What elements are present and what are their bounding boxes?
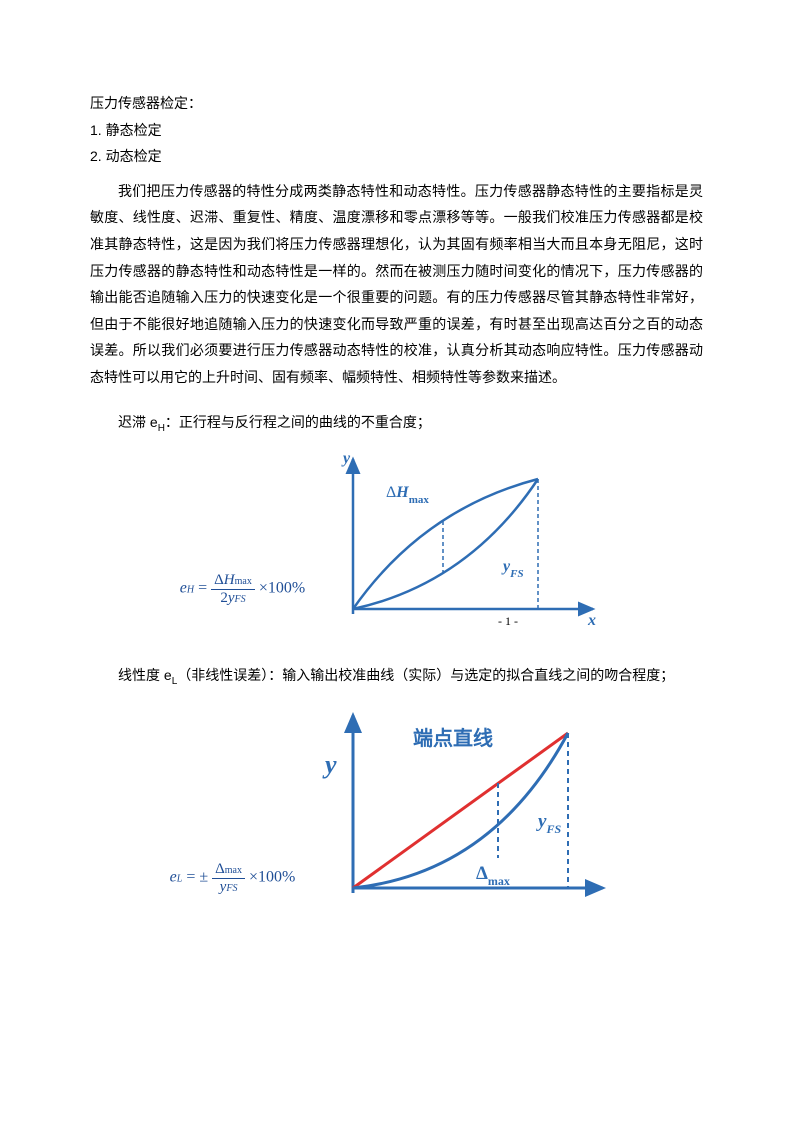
hysteresis-label-post: ：正行程与反行程之间的曲线的不重合度；	[165, 414, 431, 430]
formula-tail-2: ×100%	[245, 869, 295, 886]
num-sub-2: max	[225, 865, 242, 876]
num-delta-2: Δ	[215, 861, 225, 877]
formula-eq: =	[194, 580, 211, 597]
hysteresis-label-sub: H	[158, 422, 165, 433]
den-sub: FS	[235, 594, 246, 605]
title: 压力传感器检定：	[90, 90, 703, 117]
linearity-label-post: （非线性误差）：输入输出校准曲线（实际）与选定的拟合直线之间的吻合程度；	[177, 667, 674, 683]
hysteresis-figure: eH = ΔHmax2yFS ×100% y x ΔHmax yFS - 1 -	[90, 449, 703, 634]
y-axis-label-2: y	[322, 750, 337, 779]
hysteresis-formula: e H = ΔHmax 2yFS ×100%	[180, 572, 305, 634]
den-y: y	[228, 590, 235, 606]
formula-lhs: e	[180, 580, 187, 597]
den-sub-2: FS	[226, 883, 237, 894]
x-axis-label: x	[587, 612, 596, 629]
page-marker: - 1 -	[498, 614, 518, 628]
linearity-figure: eL = ± ΔmaxyFS ×100% y 端点直线 Δmax yFS	[90, 703, 703, 913]
den-2: 2	[220, 590, 228, 606]
formula-fraction: ΔHmax 2yFS	[211, 572, 255, 606]
num-h: H	[224, 572, 235, 588]
linearity-formula: eL = ± ΔmaxyFS ×100%	[170, 861, 296, 913]
formula-tail: ×100%	[255, 580, 305, 597]
hysteresis-chart: y x ΔHmax yFS - 1 -	[313, 449, 613, 634]
y-axis-label: y	[341, 450, 351, 467]
list-item-1: 1. 静态检定	[90, 117, 703, 144]
linearity-label-pre: 线性度 e	[118, 667, 172, 683]
main-paragraph: 我们把压力传感器的特性分成两类静态特性和动态特性。压力传感器静态特性的主要指标是…	[90, 178, 703, 391]
delta-h-label: ΔHmax	[386, 484, 429, 506]
num-sub: max	[235, 576, 252, 587]
hysteresis-upper-curve	[353, 479, 538, 609]
linearity-definition: 线性度 eL（非线性误差）：输入输出校准曲线（实际）与选定的拟合直线之间的吻合程…	[90, 662, 703, 691]
endpoint-line	[353, 733, 568, 888]
hysteresis-lower-curve	[353, 479, 538, 609]
endpoint-label: 端点直线	[413, 726, 493, 750]
yfs-label-2: yFS	[536, 811, 561, 836]
formula-eq-2: = ±	[182, 869, 212, 886]
linearity-chart: y 端点直线 Δmax yFS	[303, 703, 623, 913]
hysteresis-definition: 迟滞 eH：正行程与反行程之间的曲线的不重合度；	[90, 409, 703, 438]
yfs-label: yFS	[501, 558, 524, 580]
num-delta: Δ	[214, 572, 224, 588]
delta-label-2: Δmax	[476, 863, 510, 888]
list-item-2: 2. 动态检定	[90, 143, 703, 170]
formula-lhs-2: e	[170, 869, 177, 886]
formula-fraction-2: ΔmaxyFS	[212, 861, 245, 895]
hysteresis-label-pre: 迟滞 e	[118, 414, 158, 430]
